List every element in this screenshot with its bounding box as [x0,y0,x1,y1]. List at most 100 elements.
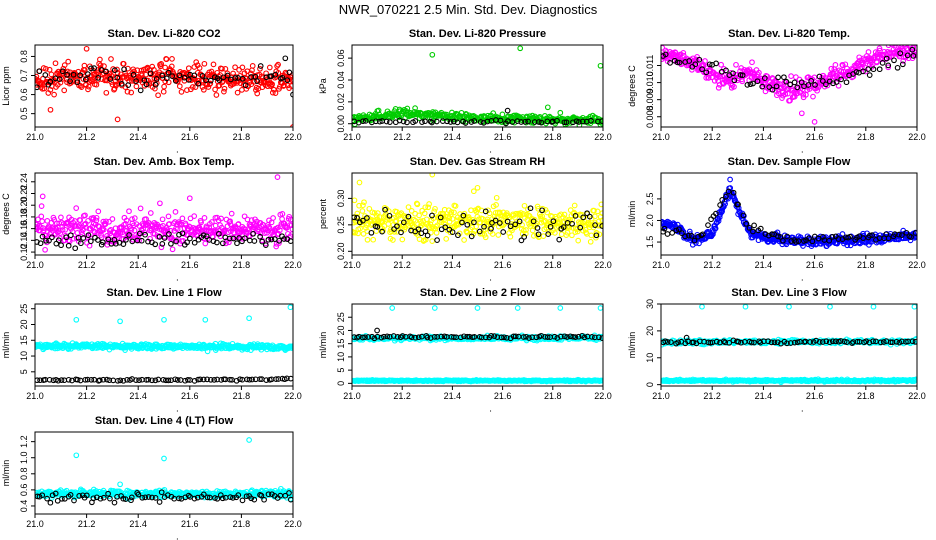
data-point [270,215,276,221]
data-point [787,81,793,88]
data-point [131,215,138,221]
data-point [464,229,471,236]
series-reference [661,46,917,93]
data-point [199,228,206,235]
data-point [288,83,293,89]
data-point [185,65,192,72]
data-point [695,233,701,240]
series-reference [35,55,293,98]
data-point [352,229,358,236]
data-point [912,230,917,236]
data-point [88,65,94,72]
data-point [581,334,588,341]
plot-frame [351,303,604,387]
y-axis-label: degrees C [1,193,11,235]
data-point [152,377,159,384]
x-tick-label: 22.0 [594,391,612,401]
data-point [170,220,177,227]
data-point [42,72,49,78]
data-point [181,74,188,81]
data-point [464,221,471,228]
data-point [561,119,568,126]
data-point [712,225,719,232]
data-point-outlier [911,304,917,310]
data-point [269,81,275,88]
data-point [516,218,523,225]
x-tick-label: 21.2 [393,132,411,142]
data-point [860,235,867,241]
data-point [667,60,673,66]
data-point [594,208,601,215]
data-point [703,75,710,81]
data-point [523,333,529,340]
data-point [196,65,203,71]
y-tick-label: 2.0 [645,214,655,227]
data-point [237,229,244,236]
data-point [769,231,775,237]
data-point [87,231,94,238]
data-point [451,209,457,216]
data-point [512,221,519,228]
data-point [556,236,563,243]
data-point [201,60,208,67]
data-point-outlier [474,184,481,191]
panel-title: Stan. Dev. Amb. Box Temp. [94,156,235,168]
data-point [731,83,737,90]
data-point [419,119,425,125]
data-point [552,230,558,236]
panel-title: Stan. Dev. Li-820 CO2 [108,28,221,40]
data-point [833,79,840,85]
data-point [147,70,154,77]
data-point [121,66,127,73]
data-point [287,216,293,223]
panel-title: Stan. Dev. Li-820 Temp. [728,28,850,40]
data-point [527,205,534,212]
data-point [535,231,542,238]
data-point [352,214,358,221]
data-point [232,64,238,71]
x-tick-label: 21.8 [544,391,562,401]
data-point [495,232,502,238]
data-point [109,73,115,79]
data-point [191,72,198,79]
data-point [100,226,107,233]
panel-title: Stan. Dev. Sample Flow [728,156,851,168]
data-point [93,217,100,224]
data-point [869,232,876,238]
data-point [885,64,892,71]
data-point [865,49,872,55]
x-tick-label: 22.0 [284,260,302,270]
data-point [775,74,781,81]
data-point [272,71,279,78]
data-point [152,241,159,248]
data-point [673,227,680,234]
data-point [284,77,291,84]
data-point [72,222,79,229]
data-point [787,97,793,104]
data-point [176,231,182,238]
data-point [438,333,445,340]
data-point [202,240,209,247]
data-point [879,60,886,66]
data-point [545,231,552,237]
data-point [222,66,229,72]
data-point [450,118,457,125]
y-tick-label: 15 [336,339,346,349]
data-point [793,239,799,245]
x-tick-label: 21.6 [494,132,512,142]
data-point [187,235,193,242]
data-point [168,240,174,247]
data-point [209,219,215,225]
data-point [235,221,242,227]
y-tick-label: 0.009 [645,88,655,111]
data-point [378,334,385,341]
data-point [136,237,142,244]
data-point [275,61,281,68]
data-point [725,188,732,195]
data-point [488,225,494,232]
data-point [273,376,279,382]
data-point [746,66,753,73]
data-point [116,228,122,235]
y-tick-label: 10 [336,352,346,362]
data-point [908,234,914,240]
